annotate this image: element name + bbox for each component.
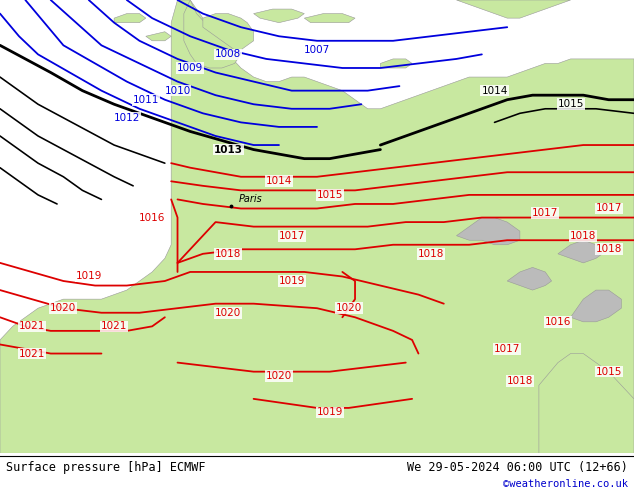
Polygon shape xyxy=(0,0,634,453)
Text: 1021: 1021 xyxy=(18,348,45,359)
Text: Paris: Paris xyxy=(239,194,262,204)
Polygon shape xyxy=(203,14,254,50)
Text: 1016: 1016 xyxy=(139,213,165,222)
Text: We 29-05-2024 06:00 UTC (12+66): We 29-05-2024 06:00 UTC (12+66) xyxy=(407,462,628,474)
Polygon shape xyxy=(304,14,355,23)
Polygon shape xyxy=(571,290,621,322)
Text: 1007: 1007 xyxy=(304,45,330,55)
Text: ©weatheronline.co.uk: ©weatheronline.co.uk xyxy=(503,480,628,490)
Text: 1017: 1017 xyxy=(532,208,559,218)
Text: 1013: 1013 xyxy=(214,145,243,154)
Text: 1017: 1017 xyxy=(278,231,305,241)
Text: 1008: 1008 xyxy=(215,49,242,59)
Text: 1018: 1018 xyxy=(215,249,242,259)
Polygon shape xyxy=(254,9,304,23)
Polygon shape xyxy=(539,354,634,453)
Text: 1014: 1014 xyxy=(481,86,508,96)
Text: 1020: 1020 xyxy=(335,303,362,313)
Text: 1019: 1019 xyxy=(278,276,305,286)
Text: 1017: 1017 xyxy=(494,344,521,354)
Polygon shape xyxy=(146,32,171,41)
Text: 1015: 1015 xyxy=(316,190,343,200)
Text: 1020: 1020 xyxy=(266,371,292,381)
Polygon shape xyxy=(456,218,520,245)
Text: 1010: 1010 xyxy=(164,86,191,96)
Text: 1020: 1020 xyxy=(215,308,242,318)
Text: 1018: 1018 xyxy=(507,376,533,386)
Text: 1018: 1018 xyxy=(418,249,444,259)
Text: 1017: 1017 xyxy=(595,203,622,214)
Text: 1018: 1018 xyxy=(570,231,597,241)
Text: 1018: 1018 xyxy=(595,245,622,254)
Polygon shape xyxy=(380,59,412,68)
Text: 1012: 1012 xyxy=(113,113,140,123)
Text: 1016: 1016 xyxy=(545,317,571,327)
Text: 1011: 1011 xyxy=(133,95,159,105)
Text: 1019: 1019 xyxy=(316,408,343,417)
Text: 1009: 1009 xyxy=(177,63,204,73)
Text: 1020: 1020 xyxy=(50,303,77,313)
Polygon shape xyxy=(456,0,571,18)
Polygon shape xyxy=(184,0,241,68)
Polygon shape xyxy=(507,268,552,290)
Text: 1019: 1019 xyxy=(75,271,102,281)
Text: 1015: 1015 xyxy=(595,367,622,377)
Polygon shape xyxy=(558,240,602,263)
Text: 1021: 1021 xyxy=(101,321,127,331)
Text: 1014: 1014 xyxy=(266,176,292,186)
Text: Surface pressure [hPa] ECMWF: Surface pressure [hPa] ECMWF xyxy=(6,462,206,474)
Polygon shape xyxy=(114,14,146,23)
Text: 1021: 1021 xyxy=(18,321,45,331)
Text: 1015: 1015 xyxy=(557,99,584,109)
